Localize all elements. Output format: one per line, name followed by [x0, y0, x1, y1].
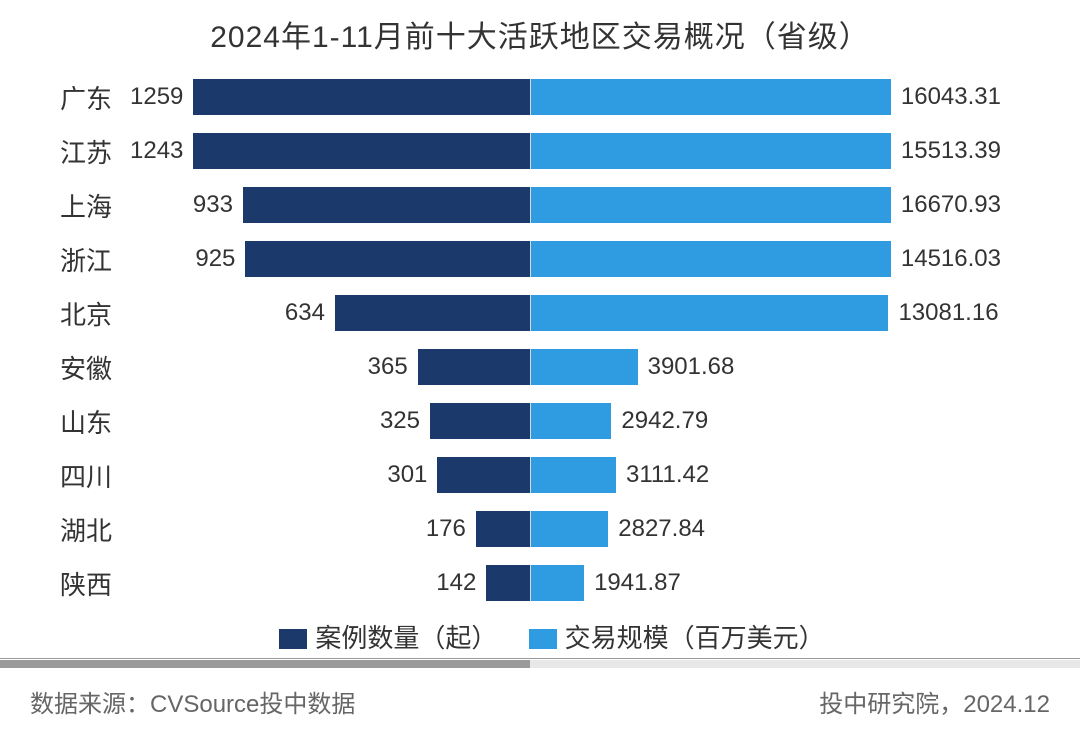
- bar-group: 925 14516.03: [130, 241, 1080, 277]
- scrollbar-thumb[interactable]: [0, 660, 530, 668]
- left-value-label: 933: [193, 191, 243, 219]
- bar-group: 325 2942.79: [130, 403, 1080, 439]
- right-bar: [531, 295, 888, 331]
- bar-row: 江苏1243 15513.39: [0, 124, 1080, 178]
- bar-row: 广东1259 16043.31: [0, 70, 1080, 124]
- right-value-label: 16670.93: [891, 191, 1001, 219]
- category-label: 江苏: [0, 133, 130, 170]
- legend-label-right: 交易规模（百万美元）: [565, 623, 825, 653]
- chart-title: 2024年1-11月前十大活跃地区交易概况（省级）: [0, 0, 1080, 56]
- right-value-label: 3111.42: [616, 461, 709, 489]
- category-label: 上海: [0, 187, 130, 224]
- right-bar: [531, 565, 584, 601]
- horizontal-scrollbar[interactable]: [0, 660, 1080, 668]
- right-bar: [531, 79, 891, 115]
- footer-rule: [0, 658, 1080, 659]
- right-value-label: 13081.16: [888, 299, 998, 327]
- right-value-label: 16043.31: [891, 83, 1001, 111]
- bar-row: 安徽 365 3901.68: [0, 340, 1080, 394]
- footer-attribution: 投中研究院，2024.12: [819, 684, 1050, 719]
- right-bar: [531, 133, 891, 169]
- legend-swatch-left: [279, 629, 307, 649]
- bar-group: 634 13081.16: [130, 295, 1080, 331]
- bar-row: 四川 301 3111.42: [0, 448, 1080, 502]
- left-bar: [245, 241, 530, 277]
- left-bar: [418, 349, 530, 385]
- footer-source: 数据来源：CVSource投中数据: [30, 684, 355, 719]
- left-bar: [243, 187, 530, 223]
- category-label: 广东: [0, 79, 130, 116]
- bar-row: 山东 325 2942.79: [0, 394, 1080, 448]
- left-value-label: 142: [436, 569, 486, 597]
- left-bar: [335, 295, 530, 331]
- footer: 数据来源：CVSource投中数据 投中研究院，2024.12: [0, 684, 1080, 719]
- bar-row: 湖北 176 2827.84: [0, 502, 1080, 556]
- right-value-label: 2942.79: [611, 407, 708, 435]
- left-bar: [476, 511, 530, 547]
- right-bar: [531, 349, 638, 385]
- left-bar: [430, 403, 530, 439]
- bar-group: 1259 16043.31: [130, 79, 1080, 115]
- left-bar: [193, 133, 530, 169]
- left-value-label: 365: [368, 353, 418, 381]
- legend: 案例数量（起） 交易规模（百万美元）: [0, 618, 1080, 655]
- left-value-label: 1259: [130, 83, 193, 111]
- bar-group: 365 3901.68: [130, 349, 1080, 385]
- category-label: 四川: [0, 457, 130, 494]
- right-bar: [531, 403, 611, 439]
- right-value-label: 1941.87: [584, 569, 681, 597]
- chart-container: 2024年1-11月前十大活跃地区交易概况（省级） 广东1259 16043.31…: [0, 0, 1080, 731]
- category-label: 安徽: [0, 349, 130, 386]
- category-label: 北京: [0, 295, 130, 332]
- right-value-label: 14516.03: [891, 245, 1001, 273]
- bar-row: 陕西 142 1941.87: [0, 556, 1080, 610]
- left-value-label: 301: [387, 461, 437, 489]
- legend-label-left: 案例数量（起）: [315, 623, 497, 653]
- left-value-label: 925: [195, 245, 245, 273]
- left-value-label: 325: [380, 407, 430, 435]
- right-value-label: 15513.39: [891, 137, 1001, 165]
- right-bar: [531, 241, 891, 277]
- left-value-label: 634: [285, 299, 335, 327]
- bar-group: 301 3111.42: [130, 457, 1080, 493]
- bar-row: 北京 634 13081.16: [0, 286, 1080, 340]
- plot-area: 广东1259 16043.31 江苏1243 15513.39 上海 933 16670.9…: [0, 70, 1080, 610]
- bar-group: 933 16670.93: [130, 187, 1080, 223]
- bar-group: 176 2827.84: [130, 511, 1080, 547]
- left-value-label: 176: [426, 515, 476, 543]
- left-bar: [486, 565, 530, 601]
- bar-group: 1243 15513.39: [130, 133, 1080, 169]
- bar-row: 浙江 925 14516.03: [0, 232, 1080, 286]
- right-bar: [531, 457, 616, 493]
- right-value-label: 3901.68: [638, 353, 735, 381]
- left-bar: [437, 457, 530, 493]
- category-label: 湖北: [0, 511, 130, 548]
- legend-swatch-right: [529, 629, 557, 649]
- left-value-label: 1243: [130, 137, 193, 165]
- bar-group: 142 1941.87: [130, 565, 1080, 601]
- right-bar: [531, 187, 891, 223]
- right-bar: [531, 511, 608, 547]
- category-label: 陕西: [0, 565, 130, 602]
- right-value-label: 2827.84: [608, 515, 705, 543]
- category-label: 山东: [0, 403, 130, 440]
- category-label: 浙江: [0, 241, 130, 278]
- bar-row: 上海 933 16670.93: [0, 178, 1080, 232]
- left-bar: [193, 79, 530, 115]
